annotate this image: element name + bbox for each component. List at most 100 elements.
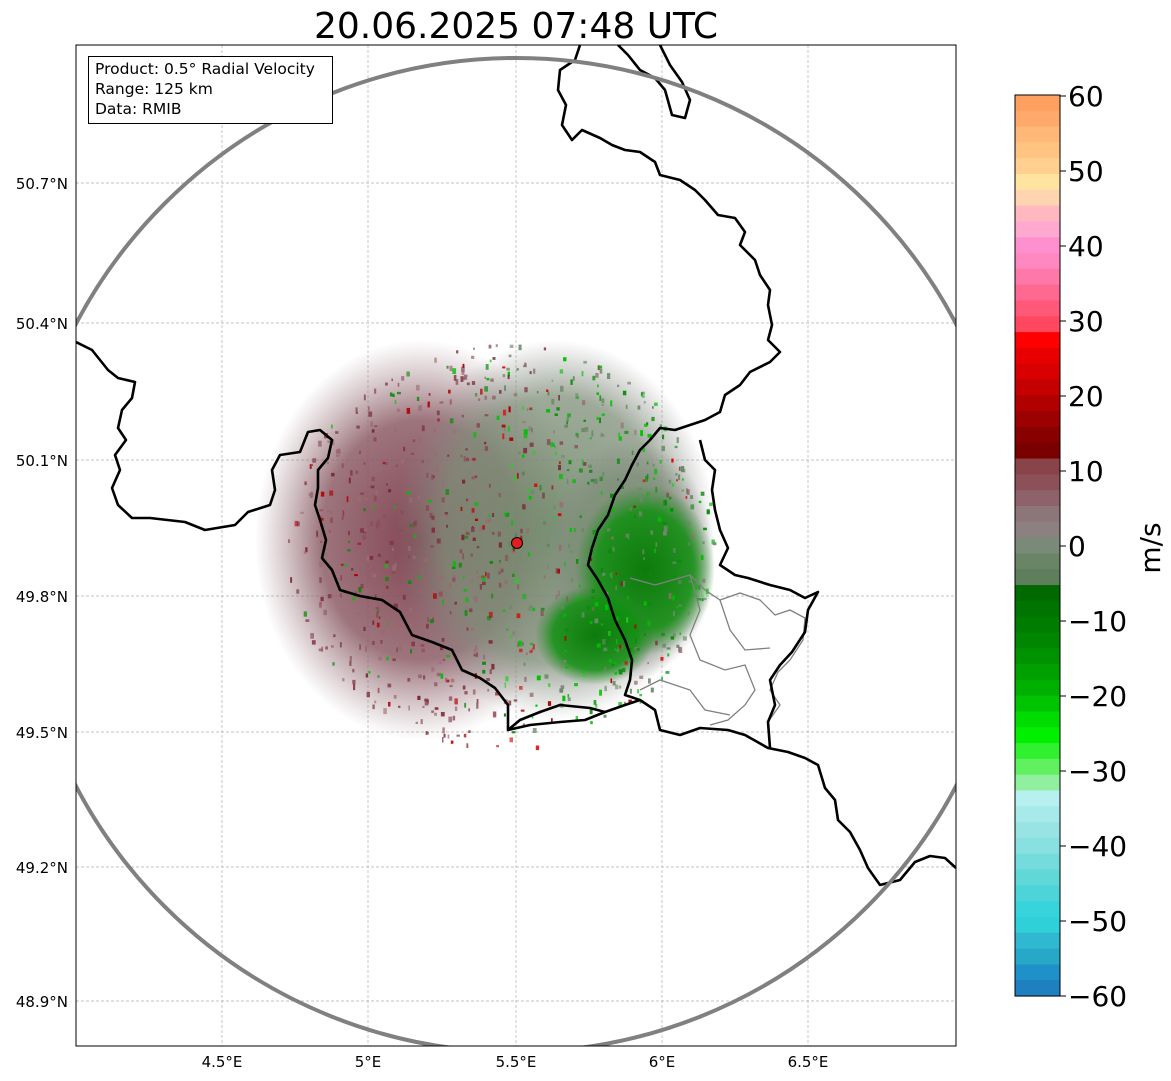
colorbar-swatch bbox=[1015, 774, 1060, 792]
colorbar-tick-label: 20 bbox=[1068, 380, 1104, 413]
colorbar-swatch bbox=[1015, 616, 1060, 634]
colorbar-swatch bbox=[1015, 237, 1060, 254]
range-ring bbox=[76, 56, 956, 1046]
colorbar-swatch bbox=[1015, 442, 1060, 460]
colorbar-swatch bbox=[1015, 806, 1060, 823]
colorbar-swatch bbox=[1015, 110, 1060, 128]
lat-tick-label: 50.7°N bbox=[16, 175, 68, 193]
colorbar-tick-label: −10 bbox=[1068, 605, 1127, 638]
product-text: Product: 0.5° Radial Velocity bbox=[95, 60, 315, 78]
map-title: 20.06.2025 07:48 UTC bbox=[313, 6, 719, 47]
colorbar-tick-label: 0 bbox=[1068, 530, 1086, 563]
colorbar-swatch bbox=[1015, 95, 1060, 112]
colorbar-swatch bbox=[1015, 679, 1060, 697]
colorbar-tick-label: 40 bbox=[1068, 230, 1104, 263]
colorbar-tick-label: −30 bbox=[1068, 755, 1127, 788]
longitude-labels: 4.5°E 5°E 5.5°E 6°E 6.5°E bbox=[202, 1053, 829, 1071]
approaching-echo-south bbox=[535, 585, 655, 685]
colorbar-unit-label: m/s bbox=[1134, 522, 1167, 573]
colorbar: 60 50 40 30 20 10 0 −10 −20 −30 −40 −50 … bbox=[1014, 80, 1167, 1013]
colorbar-tick-label: −20 bbox=[1068, 680, 1127, 713]
region-borders bbox=[629, 574, 806, 726]
colorbar-swatch bbox=[1015, 316, 1060, 333]
colorbar-swatch bbox=[1015, 363, 1060, 381]
colorbar-swatch bbox=[1015, 426, 1060, 444]
colorbar-swatch bbox=[1015, 395, 1060, 412]
colorbar-swatch bbox=[1015, 695, 1060, 713]
colorbar-swatch bbox=[1015, 885, 1060, 902]
lon-tick-label: 6°E bbox=[649, 1053, 676, 1071]
colorbar-swatches bbox=[1015, 95, 1060, 997]
colorbar-tick-label: 60 bbox=[1068, 80, 1104, 113]
colorbar-swatch bbox=[1015, 585, 1060, 602]
lat-tick-label: 49.5°N bbox=[16, 724, 68, 742]
colorbar-swatch bbox=[1015, 743, 1060, 760]
colorbar-swatch bbox=[1015, 347, 1060, 365]
lat-tick-label: 49.8°N bbox=[16, 588, 68, 606]
map-frame bbox=[75, 44, 957, 1047]
colorbar-swatch bbox=[1015, 553, 1060, 570]
colorbar-swatch bbox=[1015, 474, 1060, 491]
lon-tick-label: 5.5°E bbox=[496, 1053, 537, 1071]
colorbar-swatch bbox=[1015, 600, 1060, 618]
colorbar-swatch bbox=[1015, 332, 1060, 349]
echo-speckles bbox=[288, 344, 717, 751]
colorbar-tick-label: 50 bbox=[1068, 155, 1104, 188]
colorbar-swatch bbox=[1015, 758, 1060, 776]
colorbar-swatch bbox=[1015, 964, 1060, 981]
data-source-text: Data: RMIB bbox=[95, 100, 182, 118]
colorbar-swatch bbox=[1015, 822, 1060, 839]
colorbar-swatch bbox=[1015, 711, 1060, 728]
colorbar-swatch bbox=[1015, 490, 1060, 507]
colorbar-swatch bbox=[1015, 869, 1060, 886]
colorbar-swatch bbox=[1015, 411, 1060, 428]
range-text: Range: 125 km bbox=[95, 80, 213, 98]
colorbar-swatch bbox=[1015, 916, 1060, 934]
colorbar-swatch bbox=[1015, 284, 1060, 302]
colorbar-swatch bbox=[1015, 300, 1060, 317]
colorbar-ticks bbox=[1060, 95, 1066, 997]
info-box: Product: 0.5° Radial Velocity Range: 125… bbox=[88, 56, 333, 124]
colorbar-tick-label: −50 bbox=[1068, 905, 1127, 938]
colorbar-swatch bbox=[1015, 458, 1060, 475]
colorbar-swatch bbox=[1015, 268, 1060, 286]
colorbar-swatch bbox=[1015, 932, 1060, 950]
colorbar-swatch bbox=[1015, 379, 1060, 396]
colorbar-swatch bbox=[1015, 253, 1060, 270]
velocity-echoes bbox=[255, 340, 717, 751]
colorbar-swatch bbox=[1015, 853, 1060, 871]
colorbar-swatch bbox=[1015, 632, 1060, 649]
colorbar-tick-label: 30 bbox=[1068, 305, 1104, 338]
radar-site-marker bbox=[511, 537, 523, 549]
colorbar-swatch bbox=[1015, 727, 1060, 744]
colorbar-swatch bbox=[1015, 569, 1060, 586]
country-borders bbox=[76, 45, 956, 887]
colorbar-swatch bbox=[1015, 837, 1060, 855]
colorbar-swatch bbox=[1015, 126, 1060, 144]
colorbar-swatch bbox=[1015, 790, 1060, 807]
colorbar-tick-label: −40 bbox=[1068, 830, 1127, 863]
colorbar-swatch bbox=[1015, 901, 1060, 918]
colorbar-swatch bbox=[1015, 221, 1060, 238]
colorbar-swatch bbox=[1015, 648, 1060, 665]
colorbar-swatch bbox=[1015, 189, 1060, 207]
colorbar-tick-label: 10 bbox=[1068, 455, 1104, 488]
colorbar-swatch bbox=[1015, 205, 1060, 223]
colorbar-tick-label: −60 bbox=[1068, 980, 1127, 1013]
lon-tick-label: 6.5°E bbox=[788, 1053, 829, 1071]
lon-tick-label: 5°E bbox=[355, 1053, 382, 1071]
lon-tick-label: 4.5°E bbox=[202, 1053, 243, 1071]
colorbar-swatch bbox=[1015, 537, 1060, 555]
colorbar-swatch bbox=[1015, 980, 1060, 997]
colorbar-swatch bbox=[1015, 664, 1060, 681]
colorbar-swatch bbox=[1015, 142, 1060, 159]
colorbar-swatch bbox=[1015, 505, 1060, 523]
lat-tick-label: 49.2°N bbox=[16, 859, 68, 877]
latitude-labels: 50.7°N 50.4°N 50.1°N 49.8°N 49.5°N 49.2°… bbox=[16, 175, 68, 1011]
colorbar-swatch bbox=[1015, 158, 1060, 175]
lat-tick-label: 48.9°N bbox=[16, 993, 68, 1011]
colorbar-swatch bbox=[1015, 948, 1060, 965]
lat-tick-label: 50.1°N bbox=[16, 452, 68, 470]
colorbar-swatch bbox=[1015, 174, 1060, 191]
